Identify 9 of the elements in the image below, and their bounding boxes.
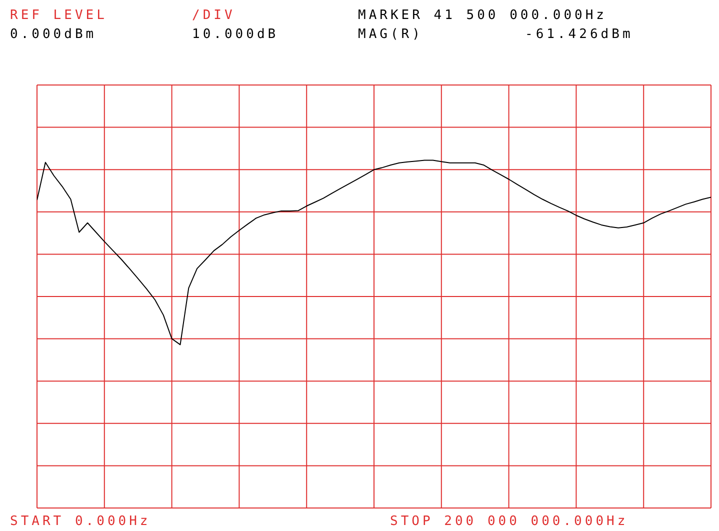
text: 10.000dB xyxy=(192,27,279,42)
text: -61.426dBm xyxy=(525,27,634,42)
text: STOP 200 000 000.000Hz xyxy=(390,514,628,529)
text: MAG(R) xyxy=(358,27,423,42)
text: MARKER 41 500 000.000Hz xyxy=(358,8,608,23)
text: 0.000dBm xyxy=(10,27,97,42)
text: /DIV xyxy=(192,8,236,23)
text: REF LEVEL xyxy=(10,8,108,23)
text: START 0.000Hz xyxy=(10,514,151,529)
